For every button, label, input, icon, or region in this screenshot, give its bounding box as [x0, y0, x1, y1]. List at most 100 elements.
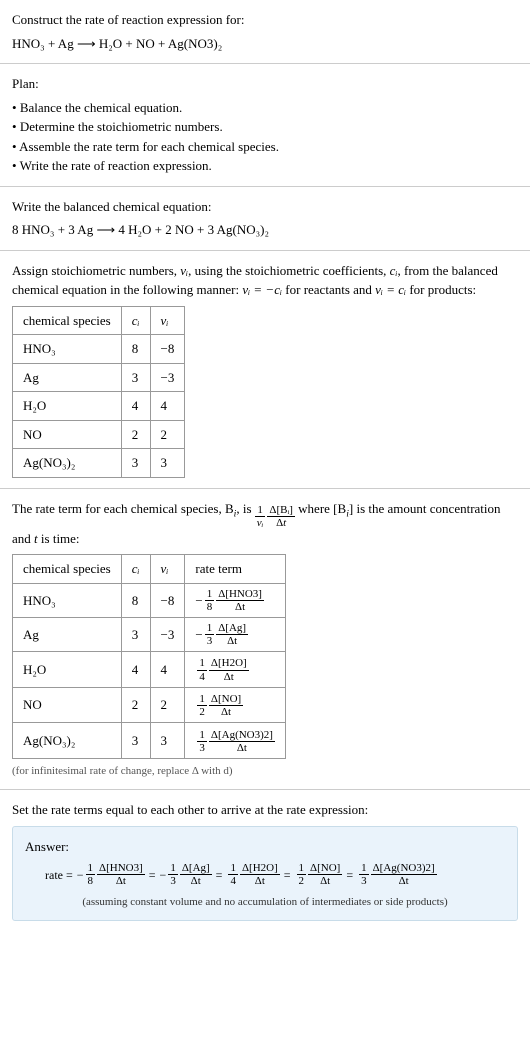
den: 4 [228, 875, 238, 887]
final-heading: Set the rate terms equal to each other t… [12, 800, 518, 820]
rateterm-table: chemical species cᵢ νᵢ rate term HNO₃ 8 … [12, 554, 286, 759]
den: 3 [359, 875, 369, 887]
cell-nu: −8 [150, 335, 185, 364]
col-ci: cᵢ [121, 306, 150, 335]
prompt-equation: HNO₃ + Ag ⟶ H₂O + NO + Ag(NO3)₂ [12, 34, 518, 54]
nu-i: νᵢ [180, 263, 188, 278]
c-i: cᵢ [390, 263, 398, 278]
dden: Δt [371, 875, 437, 887]
text: for products: [406, 282, 476, 297]
col-nui: νᵢ [150, 306, 185, 335]
answer-subnote: (assuming constant volume and no accumul… [25, 894, 505, 911]
col-rateterm: rate term [185, 555, 286, 584]
answer-box: Answer: rate = − 18 Δ[HNO3]Δt = − 13 Δ[A… [12, 826, 518, 921]
dden: Δt [97, 875, 145, 887]
den: 2 [197, 706, 207, 718]
cell-c: 3 [121, 617, 150, 651]
plan-item: Balance the chemical equation. [12, 98, 518, 118]
num: 1 [297, 862, 307, 875]
rate-term: 13 Δ[Ag(NO3)2]Δt [357, 862, 437, 887]
table-row: Ag(NO₃)₂ 3 3 13 Δ[Ag(NO3)2]Δt [13, 723, 286, 759]
prompt-heading: Construct the rate of reaction expressio… [12, 10, 518, 30]
sign: − [77, 866, 84, 884]
stoich-intro: Assign stoichiometric numbers, νᵢ, using… [12, 261, 518, 300]
rate-label: rate = [45, 866, 73, 884]
sign: − [195, 625, 202, 645]
num: 1 [205, 622, 215, 635]
eq-sign: = [346, 866, 353, 884]
cell-nu: −8 [150, 583, 185, 617]
cell-nu: 3 [150, 449, 185, 478]
dnum: Δ[NO] [209, 693, 243, 706]
den: 3 [205, 635, 215, 647]
text: , is [236, 501, 254, 516]
cell-c: 8 [121, 583, 150, 617]
cell-c: 4 [121, 652, 150, 688]
dnum: Δ[HNO3] [97, 862, 145, 875]
text: , using the stoichiometric coefficients, [188, 263, 390, 278]
den: 2 [297, 875, 307, 887]
cell-nu: 4 [150, 392, 185, 421]
cell-c: 8 [121, 335, 150, 364]
cell-species: Ag(NO₃)₂ [13, 723, 122, 759]
eq-sign: = [284, 866, 291, 884]
col-species: chemical species [13, 306, 122, 335]
dnum: Δ[H2O] [209, 657, 249, 670]
num: 1 [86, 862, 96, 875]
rateterm-intro: The rate term for each chemical species,… [12, 499, 518, 549]
table-row: HNO₃ 8 −8 − 18 Δ[HNO3]Δt [13, 583, 286, 617]
cell-nu: 4 [150, 652, 185, 688]
dden: Δt [180, 875, 212, 887]
dnum: Δ[H2O] [240, 862, 280, 875]
cell-c: 3 [121, 363, 150, 392]
cell-species: HNO₃ [13, 335, 122, 364]
cell-species: Ag [13, 363, 122, 392]
rate-term: 14 Δ[H2O]Δt [226, 862, 279, 887]
table-row: HNO₃ 8 −8 [13, 335, 185, 364]
dden: Δt [216, 601, 264, 613]
col-nui: νᵢ [150, 555, 185, 584]
cell-nu: 2 [150, 687, 185, 723]
balanced-heading: Write the balanced chemical equation: [12, 197, 518, 217]
cell-species: H₂O [13, 652, 122, 688]
general-rate-term: 1νᵢ Δ[Bᵢ]Δt [255, 504, 295, 529]
table-row: Ag 3 −3 − 13 Δ[Ag]Δt [13, 617, 286, 651]
cell-species: NO [13, 420, 122, 449]
dden: Δt [209, 742, 275, 754]
cell-c: 2 [121, 687, 150, 723]
dnum: Δ[NO] [308, 862, 342, 875]
text: The rate term for each chemical species,… [12, 501, 234, 516]
text: for reactants and [282, 282, 375, 297]
cell-c: 4 [121, 392, 150, 421]
rate-expression: rate = − 18 Δ[HNO3]Δt = − 13 Δ[Ag]Δt = 1… [25, 862, 505, 887]
table-row: Ag(NO₃)₂ 3 3 [13, 449, 185, 478]
den: 3 [197, 742, 207, 754]
rate-term: − 13 Δ[Ag]Δt [160, 862, 212, 887]
col-species: chemical species [13, 555, 122, 584]
cell-species: NO [13, 687, 122, 723]
cell-species: Ag(NO₃)₂ [13, 449, 122, 478]
rate-term: − 18 Δ[HNO3]Δt [77, 862, 145, 887]
den: 3 [168, 875, 178, 887]
cell-nu: −3 [150, 363, 185, 392]
dden: Δt [240, 875, 280, 887]
text: is time: [38, 531, 80, 546]
cell-rateterm: − 18 Δ[HNO3]Δt [185, 583, 286, 617]
eq-sign: = [149, 866, 156, 884]
num: 1 [359, 862, 369, 875]
dden: Δt [216, 635, 248, 647]
plan-item: Determine the stoichiometric numbers. [12, 117, 518, 137]
num: 1 [205, 588, 215, 601]
den: 8 [205, 601, 215, 613]
table-header-row: chemical species cᵢ νᵢ [13, 306, 185, 335]
cell-rateterm: − 13 Δ[Ag]Δt [185, 617, 286, 651]
plan-list: Balance the chemical equation. Determine… [12, 98, 518, 176]
cell-rateterm: 13 Δ[Ag(NO3)2]Δt [185, 723, 286, 759]
dnum: Δ[Ag] [180, 862, 212, 875]
num: 1 [228, 862, 238, 875]
dnum: Δ[Ag(NO3)2] [209, 729, 275, 742]
balanced-section: Write the balanced chemical equation: 8 … [0, 187, 530, 251]
cell-species: Ag [13, 617, 122, 651]
cell-c: 2 [121, 420, 150, 449]
dden: Δt [209, 671, 249, 683]
